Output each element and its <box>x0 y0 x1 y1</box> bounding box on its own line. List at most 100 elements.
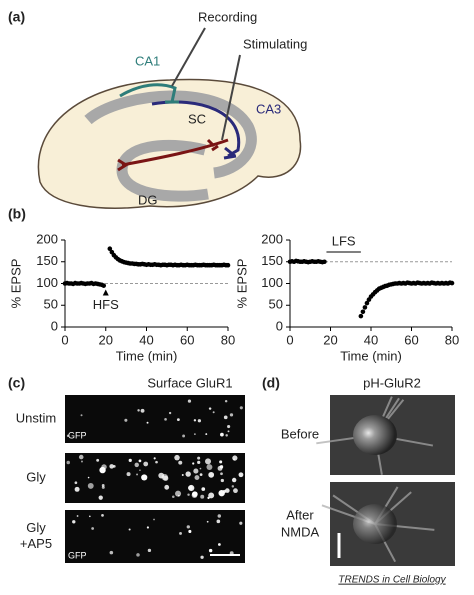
panel-label: (a) <box>8 9 25 25</box>
row-label: Gly <box>26 469 46 484</box>
x-axis-label: Time (min) <box>340 348 402 363</box>
puncta <box>136 553 140 557</box>
puncta <box>128 528 131 531</box>
puncta <box>78 454 84 460</box>
puncta <box>192 462 195 465</box>
micrograph <box>65 395 245 443</box>
puncta <box>178 460 183 465</box>
puncta <box>143 461 149 467</box>
puncta <box>168 411 172 415</box>
panel-label: (c) <box>8 375 25 391</box>
puncta <box>66 460 70 465</box>
y-tick-label: 200 <box>261 231 283 246</box>
puncta <box>208 471 215 478</box>
mossy-fiber <box>121 138 229 167</box>
puncta <box>199 467 202 470</box>
row-label: Before <box>281 426 319 441</box>
puncta <box>220 432 224 437</box>
puncta <box>208 407 212 410</box>
puncta <box>153 518 155 521</box>
puncta <box>72 520 76 524</box>
y-tick-label: 0 <box>276 318 283 333</box>
dg-neuron <box>117 138 219 172</box>
x-tick-label: 60 <box>180 332 194 347</box>
puncta <box>109 464 114 469</box>
data-point <box>449 280 455 286</box>
puncta <box>80 414 83 417</box>
puncta <box>66 434 70 437</box>
puncta <box>224 488 230 493</box>
puncta <box>109 550 114 555</box>
puncta <box>188 529 192 533</box>
puncta <box>216 519 221 524</box>
puncta <box>186 525 190 529</box>
y-axis-label: % EPSP <box>234 259 249 309</box>
puncta <box>101 483 105 487</box>
puncta <box>227 430 230 433</box>
puncta <box>141 474 148 481</box>
puncta <box>87 476 90 479</box>
puncta <box>197 419 202 423</box>
puncta <box>128 458 132 462</box>
puncta <box>191 492 198 498</box>
x-tick-label: 60 <box>404 332 418 347</box>
data-point <box>107 246 113 251</box>
puncta <box>124 418 128 422</box>
puncta <box>207 496 210 500</box>
puncta <box>176 418 180 422</box>
puncta <box>175 490 182 497</box>
puncta <box>89 515 91 518</box>
annotation-label: LFS <box>332 233 356 248</box>
label: CA3 <box>256 101 281 116</box>
puncta <box>205 458 212 465</box>
puncta <box>233 488 238 494</box>
puncta <box>223 415 228 420</box>
puncta <box>187 493 190 496</box>
puncta <box>220 478 224 483</box>
puncta <box>158 472 165 479</box>
x-tick-label: 20 <box>323 332 337 347</box>
y-tick-label: 100 <box>36 275 58 290</box>
y-axis-label: % EPSP <box>8 259 23 309</box>
puncta <box>197 456 201 460</box>
y-tick-label: 50 <box>269 297 283 312</box>
puncta <box>205 433 208 436</box>
x-tick-label: 40 <box>139 332 153 347</box>
panel-title: pH-GluR2 <box>363 375 421 390</box>
data-point <box>362 305 368 310</box>
puncta <box>91 527 95 530</box>
puncta <box>219 460 223 464</box>
puncta <box>225 434 228 437</box>
x-tick-label: 0 <box>61 332 68 347</box>
ca3-neuron <box>223 146 237 160</box>
puncta <box>239 406 243 410</box>
x-tick-label: 80 <box>221 332 235 347</box>
row-label: After <box>286 507 314 522</box>
stimulating-electrode <box>221 54 241 141</box>
ca1-neuron <box>119 83 179 104</box>
data-point <box>322 259 327 265</box>
y-tick-label: 100 <box>261 275 283 290</box>
data-point <box>101 283 107 288</box>
annotation-arrow <box>102 289 109 296</box>
channel-label: GFP <box>68 430 87 440</box>
data-point <box>364 300 370 306</box>
data-point <box>360 309 366 315</box>
puncta <box>231 485 235 488</box>
puncta <box>217 514 222 518</box>
puncta <box>146 421 149 424</box>
puncta <box>201 487 206 491</box>
puncta <box>101 464 107 470</box>
row-label: Gly <box>26 520 46 535</box>
puncta <box>194 475 200 481</box>
puncta <box>224 399 228 403</box>
channel-label: GFP <box>68 550 87 560</box>
puncta <box>174 454 180 461</box>
y-tick-label: 150 <box>36 253 58 268</box>
puncta <box>153 457 156 460</box>
row-label: Unstim <box>16 410 56 425</box>
puncta <box>74 481 78 485</box>
puncta <box>200 494 205 499</box>
